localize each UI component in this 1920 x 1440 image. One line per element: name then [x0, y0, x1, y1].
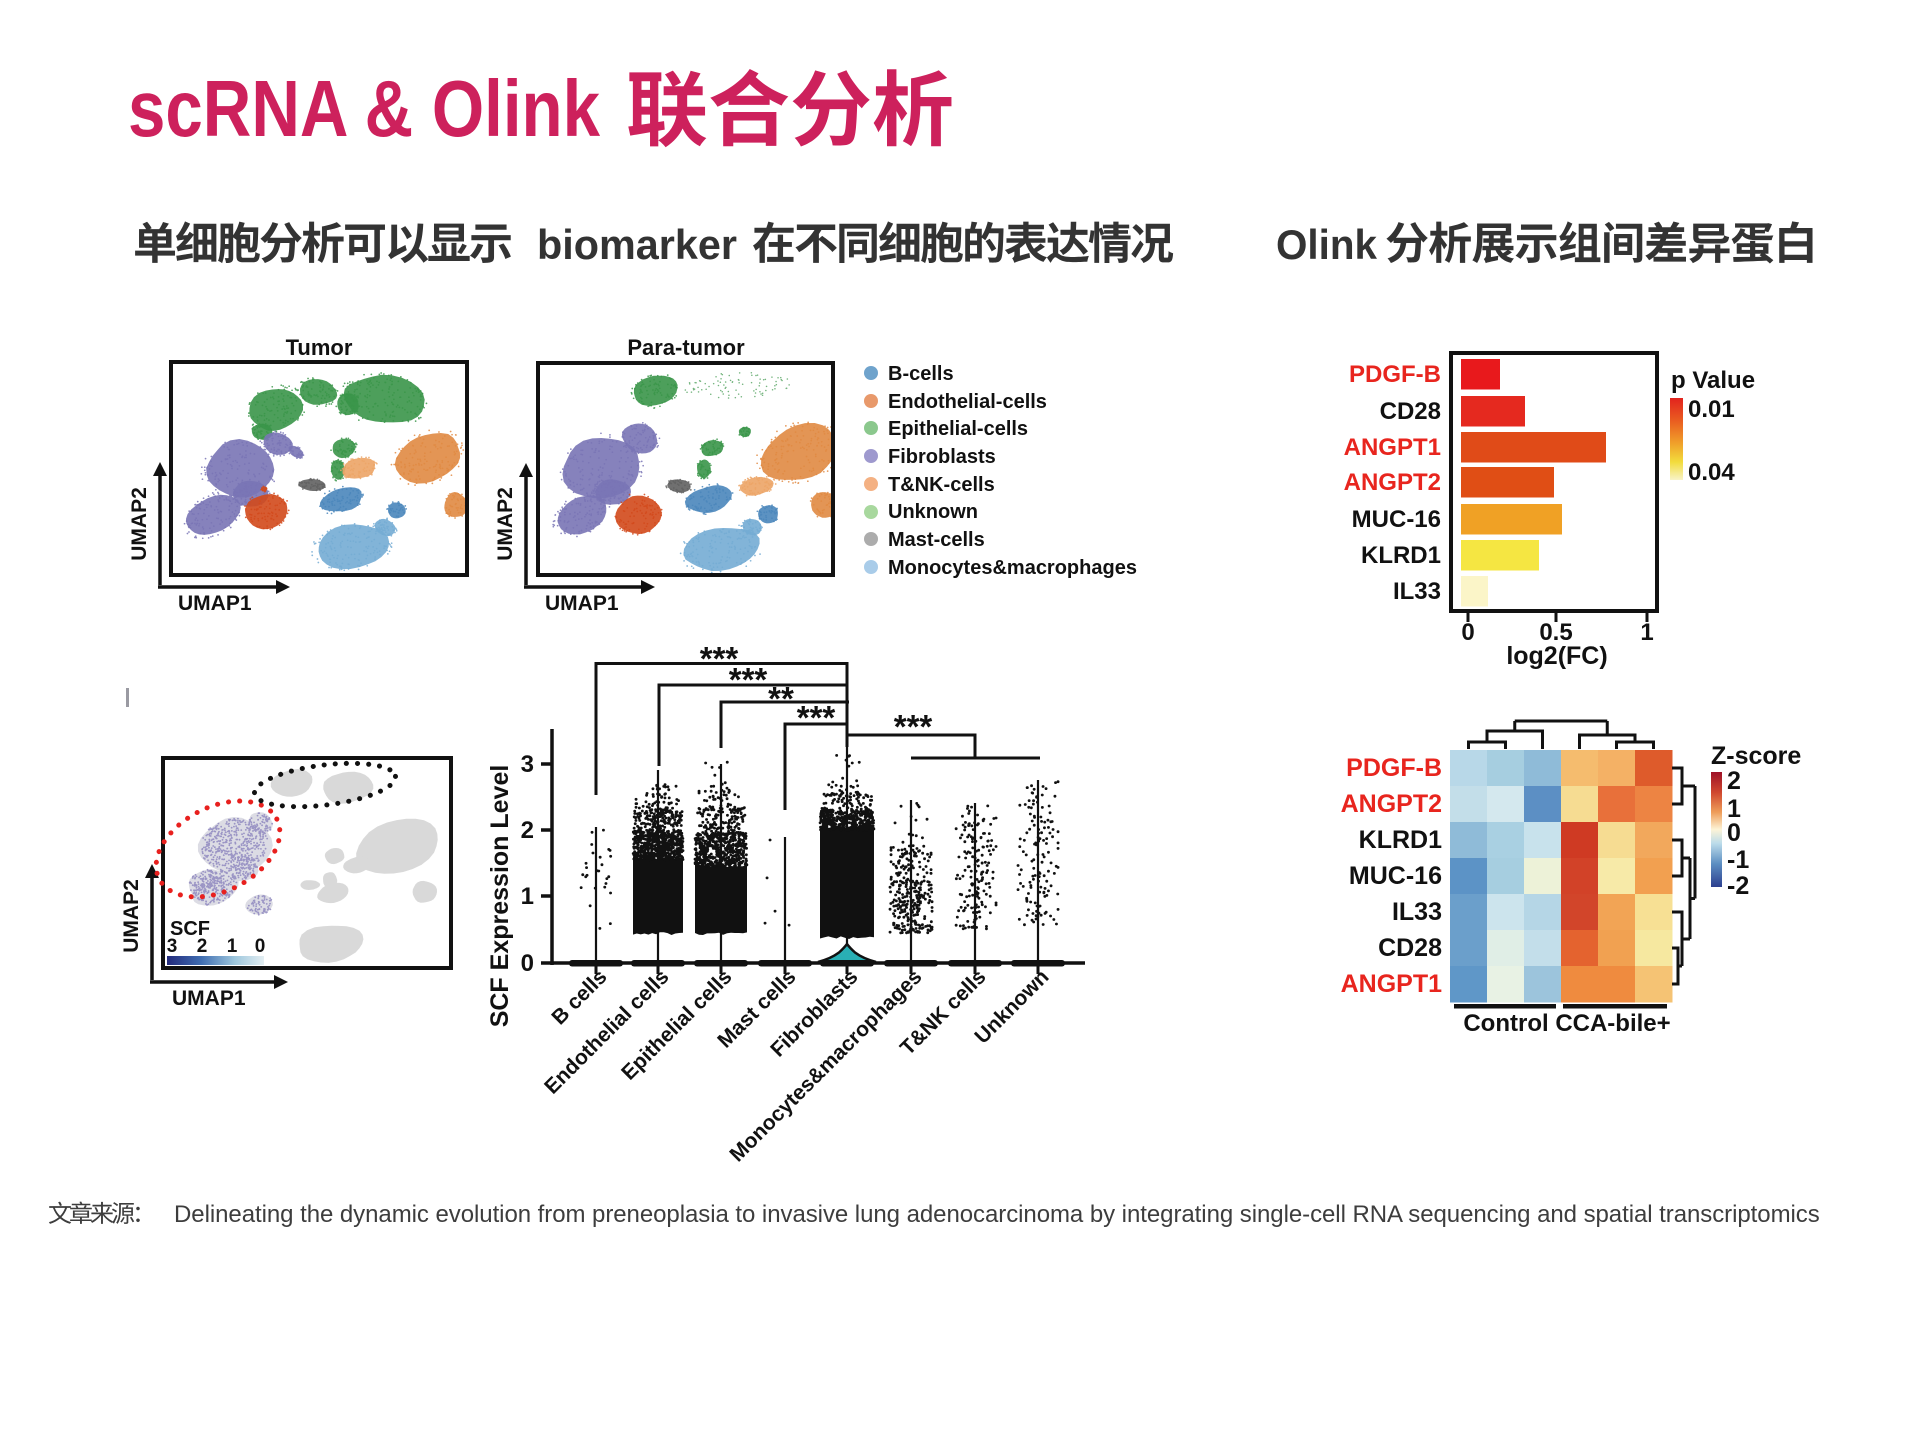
svg-text:log2(FC): log2(FC) — [1506, 642, 1607, 670]
svg-text:0.5: 0.5 — [1539, 619, 1572, 646]
svg-text:0.01: 0.01 — [1688, 396, 1735, 423]
svg-text:p Value: p Value — [1671, 367, 1755, 394]
svg-text:B-cells: B-cells — [888, 363, 954, 385]
svg-text:Z-score: Z-score — [1711, 742, 1801, 770]
svg-text:3: 3 — [521, 751, 534, 778]
svg-text:Mast-cells: Mast-cells — [888, 529, 985, 551]
svg-text:2: 2 — [1727, 767, 1741, 795]
svg-text:Para-tumor: Para-tumor — [627, 335, 745, 360]
svg-text:CCA-bile+: CCA-bile+ — [1555, 1010, 1670, 1037]
svg-text:3: 3 — [167, 936, 178, 957]
svg-text:IL33: IL33 — [1392, 898, 1442, 926]
svg-text:1: 1 — [521, 883, 534, 910]
svg-text:Unknown: Unknown — [888, 501, 978, 523]
svg-text:2: 2 — [197, 936, 208, 957]
svg-text:ANGPT1: ANGPT1 — [1341, 970, 1443, 998]
svg-text:PDGF-B: PDGF-B — [1346, 754, 1442, 782]
svg-text:0: 0 — [1727, 819, 1741, 847]
svg-text:UMAP2: UMAP2 — [128, 487, 151, 561]
svg-text:UMAP2: UMAP2 — [494, 487, 517, 561]
svg-text:MUC-16: MUC-16 — [1352, 506, 1441, 533]
svg-text:UMAP2: UMAP2 — [120, 879, 143, 953]
svg-text:KLRD1: KLRD1 — [1361, 542, 1441, 569]
svg-text:1: 1 — [1640, 619, 1653, 646]
svg-text:KLRD1: KLRD1 — [1359, 826, 1442, 854]
svg-text:Monocytes&macrophages: Monocytes&macrophages — [888, 557, 1137, 579]
svg-text:0.04: 0.04 — [1688, 459, 1735, 486]
svg-text:CD28: CD28 — [1380, 398, 1441, 425]
svg-text:biomarker: biomarker — [537, 221, 737, 268]
svg-text:CD28: CD28 — [1378, 934, 1442, 962]
svg-text:Delineating the dynamic evolut: Delineating the dynamic evolution from p… — [174, 1201, 1820, 1228]
svg-text:Tumor: Tumor — [286, 335, 353, 360]
svg-text:***: *** — [894, 708, 933, 745]
svg-text:0: 0 — [521, 950, 534, 977]
svg-text:Control: Control — [1463, 1010, 1548, 1037]
svg-text:MUC-16: MUC-16 — [1349, 862, 1442, 890]
svg-text:ANGPT2: ANGPT2 — [1344, 469, 1441, 496]
svg-text:1: 1 — [227, 936, 238, 957]
svg-text:Epithelial cells: Epithelial cells — [617, 965, 736, 1084]
svg-text:Olink: Olink — [1276, 221, 1378, 268]
svg-text:UMAP1: UMAP1 — [178, 592, 252, 615]
svg-text:Endothelial-cells: Endothelial-cells — [888, 391, 1047, 413]
svg-text:scRNA & Olink: scRNA & Olink — [128, 64, 600, 153]
svg-text:***: *** — [797, 699, 836, 736]
svg-text:IL33: IL33 — [1393, 578, 1441, 605]
svg-text:UMAP1: UMAP1 — [545, 592, 619, 615]
svg-text:1: 1 — [1727, 795, 1741, 823]
svg-text:-2: -2 — [1727, 872, 1749, 900]
svg-text:ANGPT1: ANGPT1 — [1344, 434, 1441, 461]
svg-text:SCF: SCF — [170, 918, 210, 940]
svg-text:2: 2 — [521, 817, 534, 844]
svg-text:T&NK-cells: T&NK-cells — [888, 474, 995, 496]
svg-text:-1: -1 — [1727, 846, 1749, 874]
svg-text:**: ** — [768, 680, 794, 717]
svg-text:0: 0 — [1461, 619, 1474, 646]
svg-text:PDGF-B: PDGF-B — [1349, 361, 1441, 388]
svg-text:SCF Expression Level: SCF Expression Level — [486, 765, 514, 1028]
svg-text:0: 0 — [255, 936, 266, 957]
svg-text:UMAP1: UMAP1 — [172, 987, 246, 1010]
svg-text:***: *** — [729, 661, 768, 698]
svg-text:***: *** — [700, 640, 739, 677]
svg-text:ANGPT2: ANGPT2 — [1341, 790, 1442, 818]
svg-text:Epithelial-cells: Epithelial-cells — [888, 418, 1028, 440]
svg-text:Fibroblasts: Fibroblasts — [888, 446, 996, 468]
